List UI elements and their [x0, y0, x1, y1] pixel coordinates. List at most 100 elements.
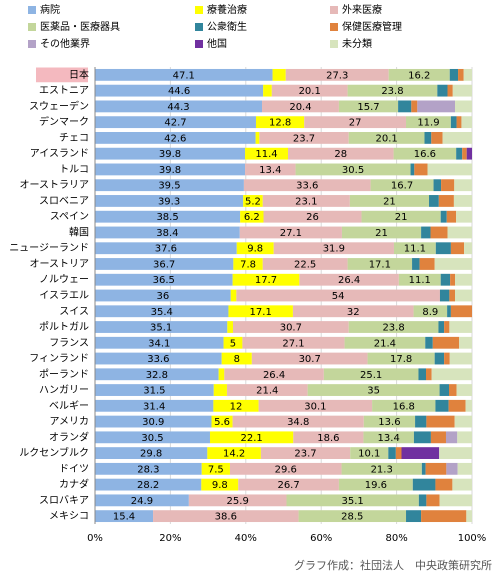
- bar-segment: [445, 431, 458, 444]
- y-tick-label: ドイツ: [59, 464, 89, 475]
- data-label: 21.4: [374, 338, 396, 349]
- bar-segment: [447, 305, 451, 318]
- legend-label: その他業界: [40, 37, 90, 50]
- data-label: 29.6: [275, 464, 297, 475]
- data-label: 12.8: [269, 118, 291, 129]
- bar-segment: [463, 68, 472, 81]
- bar-segment: [421, 510, 467, 523]
- bar-segment: [347, 258, 413, 270]
- data-label: 27: [349, 118, 362, 129]
- bar-segment: [457, 431, 472, 444]
- bar-segment: [367, 352, 435, 365]
- y-tick-label: エストニア: [39, 86, 89, 97]
- data-label: 30.7: [299, 354, 321, 365]
- bar-segment: [95, 68, 273, 81]
- bar-segment: [228, 305, 293, 318]
- data-label: 33.6: [296, 181, 318, 192]
- bar-segment: [230, 289, 237, 302]
- bar-segment: [466, 510, 472, 523]
- data-label: 39.5: [158, 181, 180, 192]
- bar-segment: [201, 462, 230, 475]
- y-tick-label: ニュージーランド: [9, 242, 89, 254]
- bar-segment: [95, 210, 241, 223]
- bar-segment: [425, 336, 433, 349]
- bar-segment: [439, 494, 472, 507]
- bar-segment: [372, 399, 436, 412]
- bar-segment: [455, 273, 472, 286]
- data-label: 23.7: [293, 133, 315, 144]
- bar-segment: [286, 494, 419, 507]
- y-tick-label: デンマーク: [39, 115, 89, 128]
- data-label: 27.1: [280, 228, 302, 239]
- bar-segment: [426, 494, 440, 507]
- bar-segment: [452, 84, 472, 97]
- data-label: 32.8: [146, 370, 168, 381]
- bar-segment: [349, 195, 430, 207]
- bar-segment: [293, 431, 364, 444]
- bar-segment: [226, 384, 308, 396]
- bar-segment: [446, 462, 458, 475]
- bar-segment: [263, 210, 362, 223]
- bar-segment: [347, 84, 438, 97]
- bar-segment: [295, 163, 411, 176]
- legend-label: 医薬品・医療器具: [40, 20, 120, 33]
- legend-swatch: [195, 6, 203, 14]
- data-label: 21: [395, 212, 408, 223]
- data-label: 38.6: [215, 512, 237, 523]
- bar-segment: [240, 210, 264, 223]
- y-tick-label: フランス: [49, 337, 89, 349]
- bar-segment: [450, 273, 456, 286]
- bar-segment: [221, 352, 252, 365]
- bar-segment: [95, 289, 231, 302]
- bar-segment: [245, 147, 289, 160]
- data-label: 17.1: [250, 307, 272, 318]
- data-label: 9.8: [247, 244, 263, 255]
- bar-segment: [229, 462, 342, 475]
- bar-segment: [213, 399, 259, 412]
- bar-segment: [440, 273, 451, 286]
- bar-segment: [95, 147, 246, 160]
- bar-segment: [456, 210, 472, 223]
- bar-segment: [395, 447, 402, 459]
- bar-segment: [418, 494, 427, 507]
- bar-segment: [401, 447, 440, 459]
- data-label: 42.6: [164, 133, 186, 144]
- bar-segment: [466, 147, 472, 160]
- bar-segment: [338, 478, 413, 491]
- data-label: 31.4: [143, 401, 165, 412]
- bar-segment: [437, 84, 448, 97]
- legend-label: 外来医療: [342, 3, 382, 16]
- bar-segment: [323, 368, 419, 381]
- bar-segment: [440, 210, 447, 223]
- bar-segment: [259, 132, 349, 144]
- bar-segment: [449, 321, 472, 333]
- bar-segment: [251, 352, 368, 365]
- bar-segment: [223, 336, 243, 349]
- bar-segment: [363, 415, 416, 428]
- data-label: 28.2: [137, 480, 159, 491]
- data-label: 6.2: [244, 212, 260, 223]
- data-label: 20.1: [375, 133, 397, 144]
- bar-segment: [307, 384, 440, 396]
- data-label: 26.7: [277, 480, 299, 491]
- y-tick-label: ノルウェー: [39, 274, 89, 286]
- bar-segment: [245, 163, 296, 176]
- data-label: 27.3: [326, 70, 348, 81]
- bar-segment: [258, 399, 373, 412]
- bar-segment: [425, 462, 447, 475]
- bar-segment: [439, 384, 450, 396]
- bar-segment: [444, 321, 450, 333]
- bar-segment: [255, 132, 260, 144]
- x-tick-label: 60%: [310, 533, 332, 544]
- bar-segment: [95, 226, 240, 239]
- data-label: 15.4: [113, 512, 135, 523]
- bar-segment: [465, 399, 472, 412]
- bar-segment: [455, 100, 472, 113]
- legend-swatch: [28, 23, 36, 31]
- bar-segment: [448, 399, 466, 412]
- bar-segment: [450, 116, 457, 129]
- bar-segment: [272, 68, 286, 81]
- data-label: 16.2: [408, 70, 430, 81]
- bar-segment: [95, 163, 246, 176]
- bar-segment: [388, 68, 450, 81]
